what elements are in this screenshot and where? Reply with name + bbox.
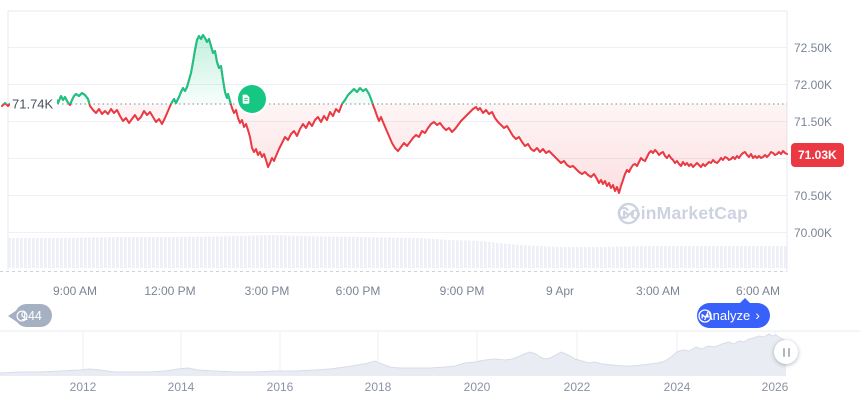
analyze-label: Analyze [704,308,751,323]
baseline-price-label: 71.74K [10,95,58,113]
news-event-marker[interactable] [238,85,266,113]
year-label: 2020 [463,380,491,394]
y-axis-label: 70.00K [794,225,833,240]
chevron-right-icon: › [755,307,760,323]
mini-range-chart[interactable] [0,329,860,395]
year-label: 2026 [761,380,789,394]
y-axis-label: 70.50K [794,188,833,203]
y-axis-label: 72.00K [794,77,833,92]
x-axis-label: 3:00 AM [635,284,681,298]
handle-bar [782,347,785,357]
main-price-chart[interactable] [0,0,860,278]
coinmarketcap-logo-icon [617,202,640,225]
y-axis-label: 71.50K [794,114,833,129]
x-axis-label: 3:00 PM [244,284,290,298]
history-clock-icon [16,310,28,321]
year-label: 2018 [364,380,392,394]
history-count-badge[interactable]: 144 [15,304,52,327]
analyze-button[interactable]: Analyze › [697,298,770,328]
current-price-badge: 71.03K [791,143,844,167]
coinmarketcap-watermark: CoinMarketCap [617,202,748,225]
year-label: 2024 [663,380,691,394]
x-axis-label: 9:00 PM [439,284,485,298]
range-selector-handle[interactable] [774,340,798,364]
document-icon [242,94,250,104]
x-axis-label: 6:00 PM [335,284,381,298]
year-label: 2016 [266,380,294,394]
x-axis-label: 12:00 PM [144,284,196,298]
year-label: 2022 [563,380,591,394]
handle-bar [787,347,790,357]
x-axis-label: 6:00 AM [735,284,781,298]
watermark-text: CoinMarketCap [617,203,748,223]
analyze-logo-icon [698,308,712,323]
y-axis-label: 72.50K [794,40,833,55]
x-axis-label: 9 Apr [545,284,575,298]
year-label: 2014 [167,380,195,394]
x-axis-label: 9:00 AM [52,284,98,298]
year-label: 2012 [69,380,97,394]
